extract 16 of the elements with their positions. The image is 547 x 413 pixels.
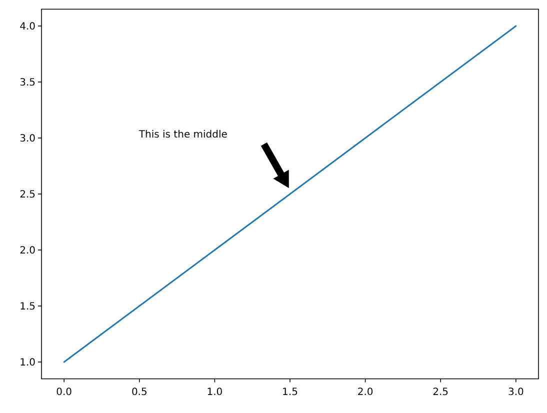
x-tick-label: 2.5 xyxy=(432,386,449,398)
y-tick-label: 1.0 xyxy=(20,358,36,368)
annotation: This is the middle xyxy=(138,130,228,141)
x-tick-label: 1.0 xyxy=(206,386,223,398)
y-tick-label: 3.5 xyxy=(20,78,36,88)
x-tick-label: 2.0 xyxy=(357,386,374,398)
y-tick-label: 2.5 xyxy=(20,190,36,200)
x-tick-label: 0.5 xyxy=(131,386,148,398)
x-tick-label: 1.5 xyxy=(282,386,298,398)
y-tick-label: 3.0 xyxy=(20,134,36,144)
y-tick-label: 2.0 xyxy=(20,246,36,256)
line-series xyxy=(63,25,517,363)
x-tick-label: 3.0 xyxy=(508,386,524,398)
y-tick-label: 4.0 xyxy=(20,22,36,32)
x-tick-label: 0.0 xyxy=(56,386,72,398)
y-tick-label: 1.5 xyxy=(20,302,36,312)
